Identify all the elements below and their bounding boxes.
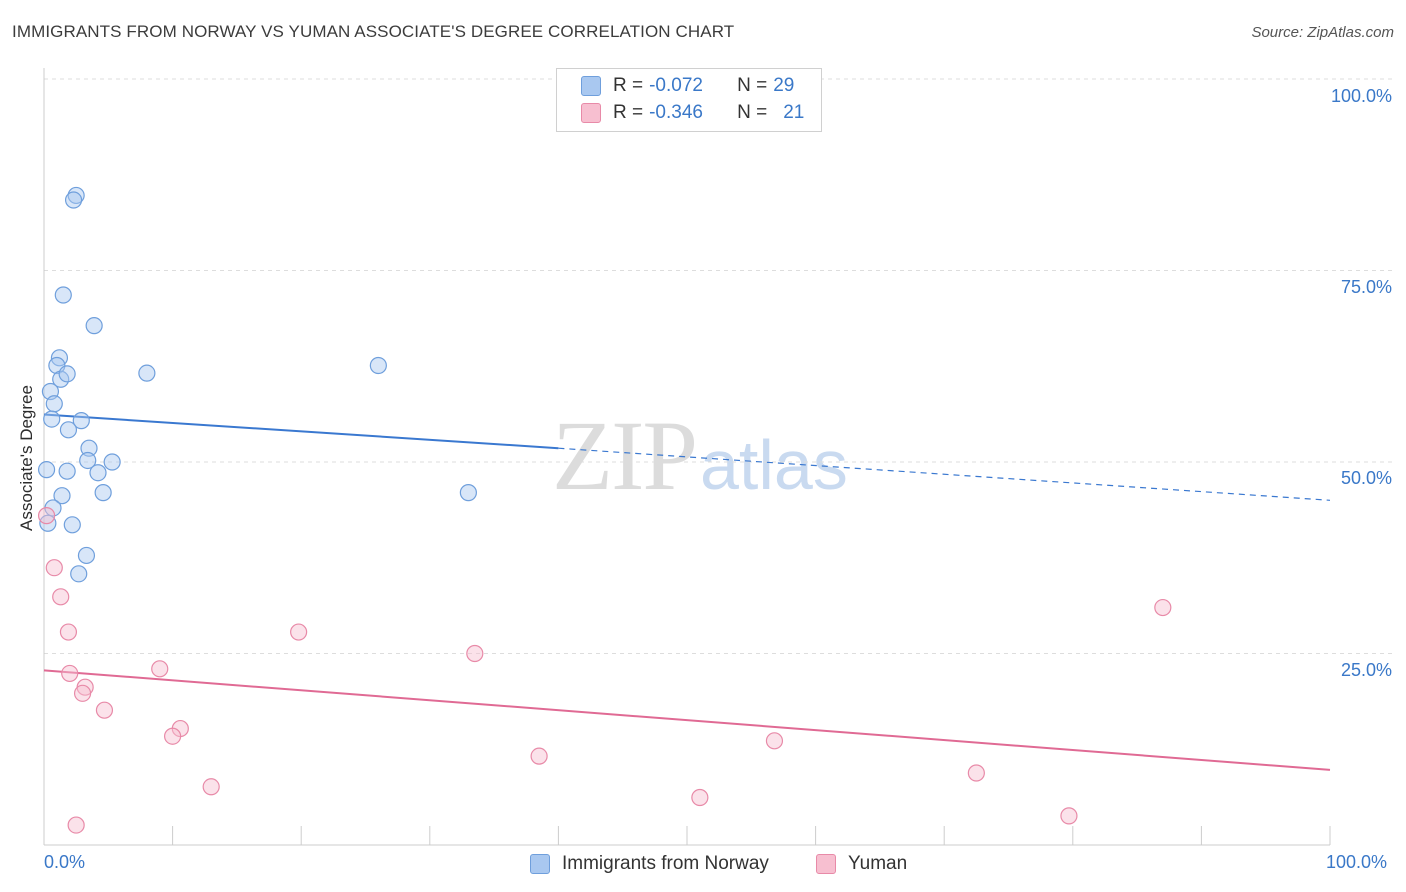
data-point (967, 764, 985, 782)
data-point (59, 623, 78, 641)
trend-line (43, 669, 1331, 771)
data-point (45, 395, 63, 413)
data-point (64, 191, 83, 209)
data-point (459, 484, 477, 502)
legend-row-yuman: R = -0.346 N = 21 (581, 101, 804, 125)
x-tick-0: 0.0% (44, 852, 86, 872)
y-tick-25: 25.0% (1340, 660, 1392, 680)
n-value: 29 (773, 75, 795, 96)
data-point (138, 364, 156, 382)
n-label: N = (737, 102, 768, 123)
data-point (72, 412, 90, 430)
legend-swatch-norway (581, 76, 601, 96)
data-point (77, 546, 96, 565)
data-point (94, 484, 112, 502)
r-value: -0.072 (649, 75, 703, 96)
n-label: N = (737, 75, 768, 96)
data-point (95, 701, 114, 719)
data-point (1060, 807, 1078, 825)
r-value: -0.346 (649, 102, 703, 123)
data-point (73, 684, 92, 702)
legend-label-norway: Immigrants from Norway (562, 853, 769, 874)
data-point (85, 317, 103, 335)
data-point (70, 565, 88, 583)
data-point (53, 487, 71, 505)
data-point (202, 778, 220, 796)
data-point (79, 451, 97, 470)
data-point (61, 664, 79, 683)
r-label: R = (613, 102, 644, 123)
data-point (290, 623, 308, 641)
data-point (466, 644, 484, 663)
chart-title: IMMIGRANTS FROM NORWAY VS YUMAN ASSOCIAT… (12, 22, 735, 41)
r-label: R = (613, 75, 644, 96)
watermark-atlas: atlas (700, 426, 848, 504)
data-point (89, 464, 107, 482)
legend-item-yuman[interactable]: Yuman (816, 852, 907, 876)
gridlines (44, 78, 1392, 654)
trend-lines (43, 413, 1331, 771)
data-point (151, 660, 169, 678)
data-point (103, 453, 121, 471)
data-point (45, 559, 63, 577)
legend-label-yuman: Yuman (848, 853, 908, 874)
data-point (63, 516, 81, 534)
source-label: Source: ZipAtlas.com (1251, 24, 1394, 41)
data-point (164, 727, 182, 745)
data-point (37, 461, 56, 479)
x-tick-100: 100.0% (1326, 852, 1388, 872)
trend-line-dashed (558, 447, 1331, 501)
data-point (58, 462, 76, 480)
data-point (54, 286, 72, 304)
y-tick-75: 75.0% (1340, 277, 1392, 297)
legend-item-norway[interactable]: Immigrants from Norway (530, 852, 769, 876)
data-point (67, 816, 85, 834)
axes (43, 68, 1331, 846)
data-point (59, 421, 78, 439)
watermark: ZIPatlas (552, 398, 848, 513)
y-axis-label: Associate's Degree (17, 385, 36, 531)
correlation-legend: R = -0.072 N = 29 R = -0.346 N = 21 (556, 68, 822, 132)
legend-swatch-yuman (581, 103, 601, 123)
data-point (37, 507, 56, 525)
data-point (43, 410, 61, 428)
data-point (369, 356, 387, 375)
legend-swatch-norway (530, 854, 550, 874)
trend-line-solid (43, 413, 559, 450)
data-point (691, 788, 709, 807)
data-point (80, 439, 98, 457)
data-point (58, 365, 76, 383)
n-value: 21 (783, 102, 805, 123)
data-point (1154, 598, 1172, 617)
data-points (37, 186, 1172, 834)
data-point (52, 588, 70, 606)
data-point (765, 732, 784, 750)
legend-swatch-yuman (816, 854, 836, 874)
y-tick-50: 50.0% (1340, 468, 1392, 488)
data-point (530, 747, 548, 765)
legend-row-norway: R = -0.072 N = 29 (581, 74, 794, 98)
y-tick-100: 100.0% (1330, 86, 1392, 106)
data-point (67, 186, 85, 205)
